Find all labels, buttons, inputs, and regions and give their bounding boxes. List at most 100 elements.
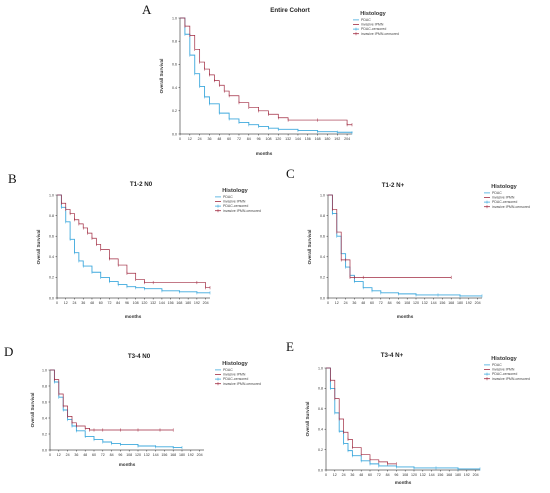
x-tick-label: 36	[350, 473, 354, 477]
x-tick-label: 204	[203, 301, 209, 305]
x-tick-label: 180	[185, 301, 191, 305]
legend-title: Histology	[222, 361, 248, 367]
legend-item-label: PDAC	[223, 368, 233, 372]
pdac-survival-curve	[180, 17, 353, 133]
y-tick-label: 1.0	[172, 16, 177, 20]
x-tick-label: 204	[344, 137, 350, 141]
x-tick-label: 12	[335, 301, 339, 305]
y-tick-label: 0.6	[172, 63, 177, 67]
ipmn-survival-curve	[57, 194, 210, 289]
legend-item-label: PDAC-censored	[361, 27, 386, 31]
x-tick-label: 24	[198, 137, 202, 141]
x-tick-label: 204	[475, 301, 481, 305]
x-tick-label: 108	[133, 301, 139, 305]
x-tick-label: 36	[81, 301, 85, 305]
x-axis-label: months	[125, 314, 142, 319]
y-tick-label: 0.6	[42, 400, 47, 404]
panel-letter: E	[286, 339, 294, 354]
x-axis-label: months	[397, 314, 414, 319]
ipmn-survival-curve	[328, 194, 452, 278]
x-tick-label: 108	[404, 301, 410, 305]
x-tick-label: 96	[257, 137, 261, 141]
x-tick-label: 192	[188, 453, 194, 457]
legend-item-label: PDAC	[361, 18, 371, 22]
legend-item-label: invasive IPMN-censored	[223, 382, 261, 386]
legend-item-label: PDAC-censored	[223, 377, 248, 381]
x-tick-label: 72	[237, 137, 241, 141]
x-axis-label: months	[119, 462, 136, 467]
y-axis-label: Overall Survival	[30, 393, 35, 428]
legend-item-label: invasive IPMN-censored	[492, 205, 530, 209]
legend-title: Histology	[491, 184, 517, 190]
x-tick-label: 168	[315, 137, 321, 141]
legend-item-label: PDAC-censored	[223, 204, 248, 208]
x-tick-label: 192	[464, 473, 470, 477]
x-tick-label: 36	[74, 453, 78, 457]
y-axis-label: Overall Survival	[159, 59, 164, 94]
y-tick-label: 0.4	[49, 255, 54, 259]
x-tick-label: 0	[179, 137, 181, 141]
x-tick-label: 60	[99, 301, 103, 305]
x-axis-label: months	[256, 151, 273, 156]
y-tick-label: 0.4	[320, 255, 325, 259]
y-tick-label: 0.8	[318, 387, 323, 391]
y-tick-label: 0.8	[320, 214, 325, 218]
x-tick-label: 144	[295, 137, 301, 141]
legend-title: Histology	[360, 11, 386, 17]
legend-item-label: invasive IPMN-censored	[492, 377, 530, 381]
y-axis-label: Overall Survival	[305, 402, 310, 437]
y-tick-label: 0.2	[49, 276, 54, 280]
x-tick-label: 84	[386, 473, 390, 477]
legend-item-label: invasive IPMN-censored	[361, 32, 399, 36]
x-tick-label: 180	[455, 473, 461, 477]
x-tick-label: 168	[446, 473, 452, 477]
x-tick-label: 96	[125, 301, 129, 305]
panel-b: B T1-2 N0 0.0 0.2 0.4 0.6 0.8 1.0 0 12 24 36 48 60 72 8…	[8, 171, 261, 319]
y-tick-label: 0.0	[320, 296, 325, 300]
x-tick-label: 180	[457, 301, 463, 305]
y-tick-label: 0.0	[172, 132, 177, 136]
y-tick-label: 0.8	[42, 384, 47, 388]
x-tick-label: 180	[324, 137, 330, 141]
x-tick-label: 12	[333, 473, 337, 477]
x-tick-label: 168	[170, 453, 176, 457]
x-tick-label: 12	[64, 301, 68, 305]
x-tick-label: 48	[359, 473, 363, 477]
pdac-survival-curve	[50, 369, 182, 449]
x-tick-label: 108	[402, 473, 408, 477]
x-tick-label: 120	[275, 137, 281, 141]
x-tick-label: 36	[207, 137, 211, 141]
legend-item-label: invasive IPMN	[223, 373, 246, 377]
x-tick-label: 48	[90, 301, 94, 305]
y-tick-label: 0.4	[318, 428, 323, 432]
x-tick-label: 108	[265, 137, 271, 141]
x-tick-label: 0	[56, 301, 58, 305]
legend-item-label: PDAC-censored	[492, 200, 517, 204]
x-tick-label: 24	[72, 301, 76, 305]
x-tick-label: 144	[431, 301, 437, 305]
x-tick-label: 48	[361, 301, 365, 305]
y-tick-label: 1.0	[49, 193, 54, 197]
x-tick-label: 168	[448, 301, 454, 305]
x-tick-label: 132	[285, 137, 291, 141]
x-tick-label: 72	[107, 301, 111, 305]
y-tick-label: 1.0	[318, 366, 323, 370]
x-tick-label: 156	[168, 301, 174, 305]
panel-c: C T1-2 N+ 0.0 0.2 0.4 0.6 0.8 1.0 0 12 24 36 48 60 72 8…	[286, 166, 530, 319]
pdac-survival-curve	[326, 367, 480, 470]
x-tick-label: 132	[144, 453, 150, 457]
y-tick-label: 0.6	[49, 235, 54, 239]
x-tick-label: 144	[429, 473, 435, 477]
y-tick-label: 0.8	[49, 214, 54, 218]
x-tick-label: 132	[422, 301, 428, 305]
y-tick-label: 0.8	[172, 40, 177, 44]
y-tick-label: 0.2	[318, 448, 323, 452]
panel-d: D T3-4 N0 0.0 0.2 0.4 0.6 0.8 1.0 0 12 24 36 48 60 72 8…	[4, 344, 261, 467]
y-tick-label: 0.2	[172, 109, 177, 113]
x-tick-label: 120	[141, 301, 147, 305]
x-tick-label: 156	[305, 137, 311, 141]
panel-letter: D	[4, 344, 13, 359]
legend-item-label: invasive IPMN	[492, 368, 515, 372]
x-tick-label: 204	[473, 473, 479, 477]
